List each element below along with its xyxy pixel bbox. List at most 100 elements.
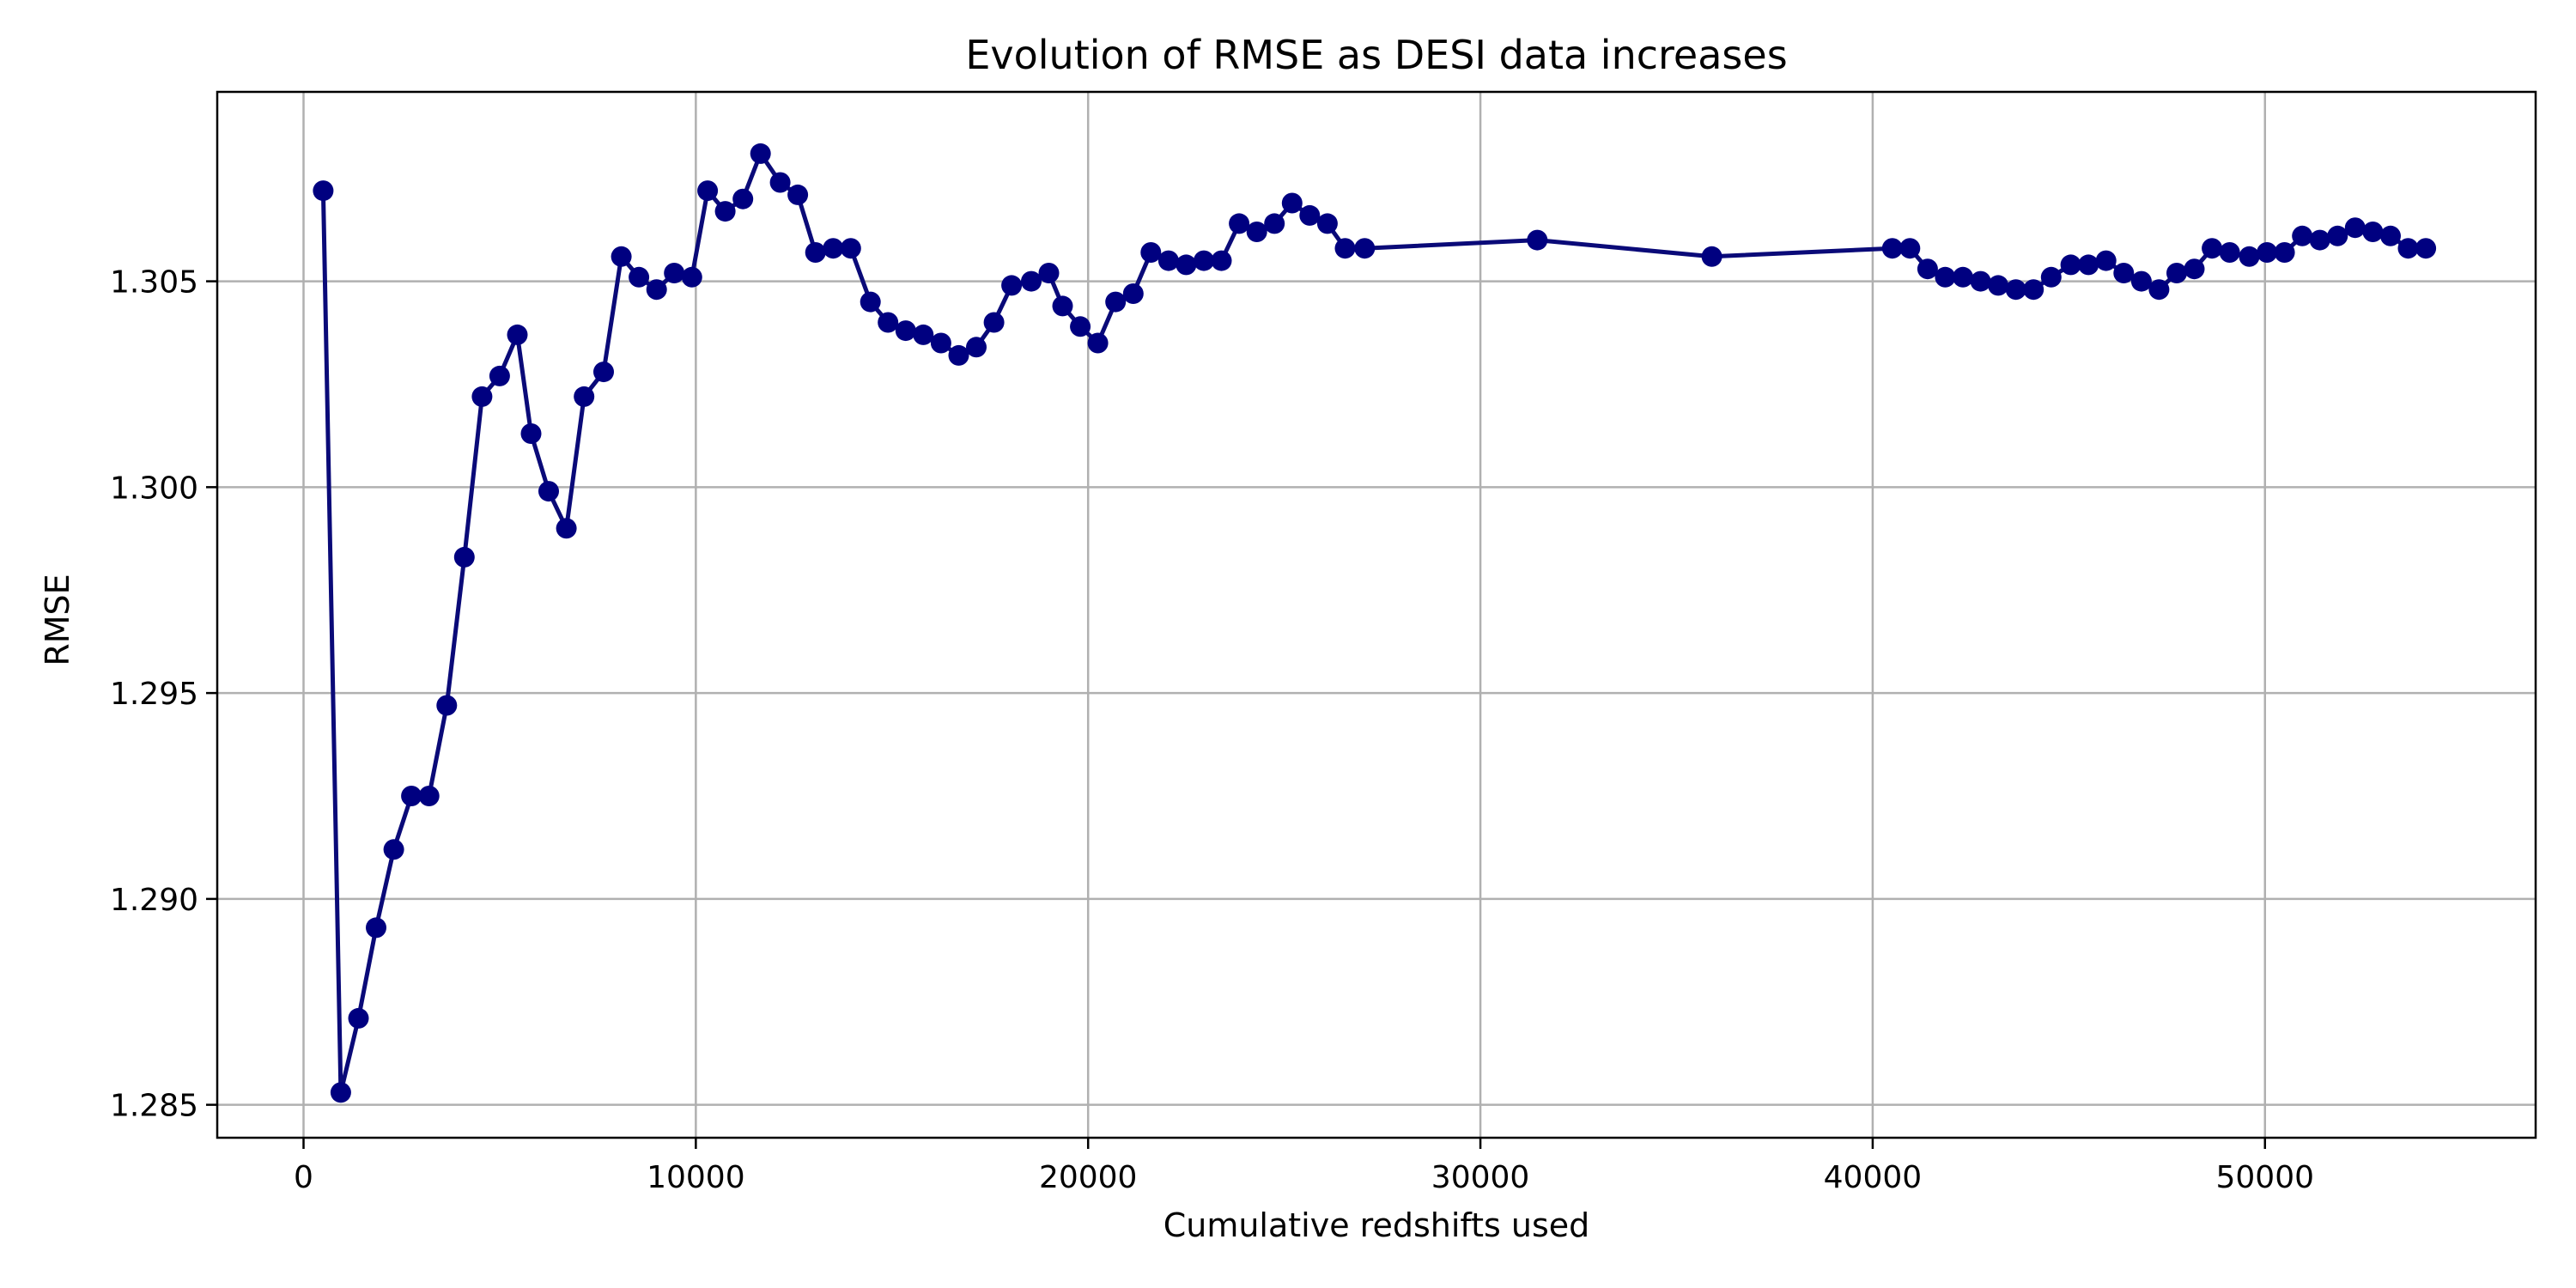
- data-point: [1953, 266, 1973, 288]
- x-tick-label: 50000: [2216, 1160, 2315, 1195]
- data-point: [1157, 250, 1179, 271]
- data-point: [418, 786, 440, 806]
- y-tick-label: 1.300: [110, 471, 198, 506]
- data-point: [1334, 238, 1356, 259]
- data-point: [1038, 263, 1060, 283]
- data-point: [2184, 258, 2205, 280]
- data-point: [611, 246, 632, 267]
- data-point: [769, 172, 791, 193]
- data-point: [878, 312, 899, 333]
- data-point: [2292, 225, 2313, 246]
- data-point: [983, 312, 1005, 333]
- data-point: [664, 263, 685, 283]
- data-point: [1316, 213, 1338, 234]
- data-point: [860, 291, 881, 313]
- data-point: [629, 266, 650, 288]
- data-point: [2362, 222, 2384, 242]
- data-point: [646, 279, 667, 301]
- data-point: [1211, 250, 1232, 271]
- data-point: [2040, 266, 2062, 288]
- data-point: [2130, 270, 2152, 292]
- data-point: [697, 180, 719, 202]
- data-point: [1105, 291, 1127, 313]
- x-tick-label: 40000: [1824, 1160, 1923, 1195]
- data-point: [1988, 275, 2009, 296]
- data-point: [1264, 213, 1285, 234]
- x-tick-label: 20000: [1039, 1160, 1138, 1195]
- data-point: [1246, 222, 1267, 242]
- data-point: [471, 386, 493, 407]
- data-point: [2309, 229, 2330, 251]
- data-point: [732, 188, 754, 210]
- data-point: [1970, 270, 1991, 292]
- data-point: [2257, 242, 2278, 263]
- data-point: [313, 180, 334, 202]
- data-point: [538, 481, 559, 502]
- data-point: [2219, 242, 2240, 263]
- data-point: [1281, 192, 1303, 214]
- data-point: [930, 332, 951, 354]
- data-point: [593, 361, 614, 383]
- data-point: [1354, 238, 1376, 259]
- data-point: [714, 201, 736, 222]
- data-point: [1140, 242, 1162, 263]
- data-point: [1070, 316, 1091, 337]
- data-point: [1194, 250, 1214, 271]
- data-point: [2023, 279, 2044, 301]
- data-point: [1527, 229, 1548, 251]
- x-tick-label: 30000: [1431, 1160, 1530, 1195]
- data-point: [2078, 254, 2099, 276]
- data-point: [2095, 250, 2117, 271]
- data-point: [823, 238, 844, 259]
- data-point: [348, 1007, 369, 1029]
- data-point: [556, 518, 577, 539]
- x-tick-label: 0: [294, 1160, 313, 1195]
- chart-title: Evolution of RMSE as DESI data increases: [965, 32, 1787, 78]
- data-point: [2327, 225, 2348, 246]
- data-point: [1899, 238, 1921, 259]
- data-point: [1881, 238, 1903, 259]
- grid-lines: [217, 92, 2536, 1138]
- y-tick-label: 1.285: [110, 1089, 198, 1124]
- data-point: [2344, 217, 2366, 239]
- data-point: [2380, 225, 2401, 246]
- data-point: [2148, 279, 2170, 301]
- data-point: [948, 344, 969, 366]
- axis-ticks: 0 10000 20000 30000 40000 50000 1.285 1.290 1.29…: [110, 265, 2314, 1195]
- data-point: [436, 695, 458, 716]
- data-point: [1917, 258, 1938, 280]
- data-point: [1229, 213, 1250, 234]
- data-point: [895, 320, 916, 342]
- data-point: [507, 324, 528, 345]
- data-point: [2166, 263, 2187, 283]
- data-point: [1701, 246, 1722, 267]
- plot-area-frame: [216, 90, 2537, 1139]
- data-point: [1087, 332, 1109, 354]
- y-tick-label: 1.295: [110, 677, 198, 712]
- data-point: [787, 184, 809, 205]
- data-point: [383, 839, 404, 860]
- data-point: [1021, 270, 1042, 292]
- y-tick-label: 1.290: [110, 883, 198, 918]
- data-point: [805, 242, 826, 263]
- data-point: [401, 786, 422, 806]
- data-point: [2060, 254, 2081, 276]
- data-point: [1122, 283, 1144, 304]
- x-tick-label: 10000: [647, 1160, 745, 1195]
- data-point: [574, 386, 595, 407]
- rmse-series-line: [320, 151, 2427, 1095]
- data-point: [2397, 238, 2419, 259]
- y-axis-label: RMSE: [39, 574, 76, 665]
- data-point: [2415, 238, 2437, 259]
- data-point: [453, 546, 475, 568]
- data-point: [1001, 275, 1023, 296]
- y-tick-label: 1.305: [110, 265, 198, 301]
- data-point: [520, 423, 542, 444]
- data-point: [913, 324, 934, 345]
- data-point: [750, 143, 771, 164]
- data-point: [1176, 254, 1197, 276]
- data-point: [330, 1082, 351, 1103]
- data-point: [489, 365, 510, 386]
- data-point: [1935, 266, 1956, 288]
